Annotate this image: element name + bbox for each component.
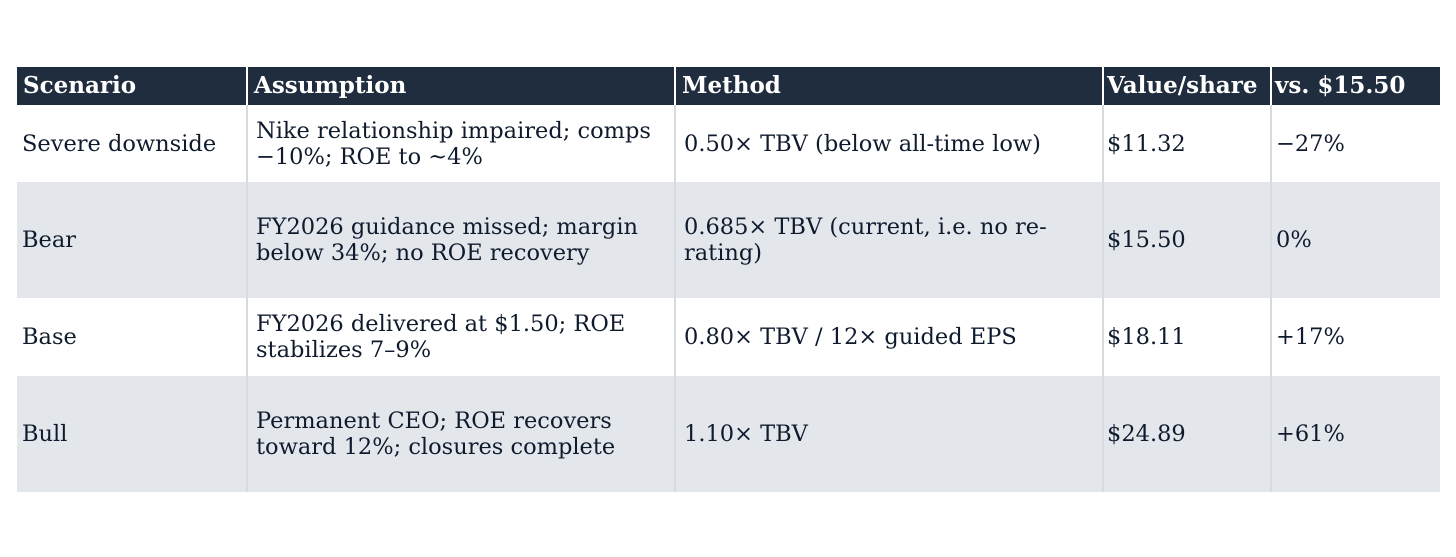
cell-value-per-share: $15.50 (1102, 182, 1271, 298)
cell-assumption: Nike relationship impaired; comps −10%; … (246, 105, 675, 182)
cell-assumption: Permanent CEO; ROE recovers toward 12%; … (246, 376, 675, 492)
cell-method: 0.685× TBV (current, i.e. no re-rating) (674, 182, 1103, 298)
cell-vs-price: +61% (1270, 376, 1440, 492)
table-row: Bear FY2026 guidance missed; margin belo… (17, 182, 1440, 298)
table-body: Severe downside Nike relationship impair… (17, 105, 1440, 492)
cell-vs-price: −27% (1270, 105, 1440, 182)
header-method: Method (674, 65, 1103, 105)
table-header: Scenario Assumption Method Value/share v… (17, 65, 1440, 105)
cell-assumption: FY2026 guidance missed; margin below 34%… (246, 182, 675, 298)
cell-scenario: Base (17, 298, 247, 376)
cell-value-per-share: $18.11 (1102, 298, 1271, 376)
header-vs-price: vs. $15.50 (1270, 65, 1440, 105)
table-row: Severe downside Nike relationship impair… (17, 105, 1440, 182)
cell-value-per-share: $11.32 (1102, 105, 1271, 182)
cell-scenario: Severe downside (17, 105, 247, 182)
scenario-valuation-table: Scenario Assumption Method Value/share v… (17, 65, 1440, 492)
header-assumption: Assumption (246, 65, 675, 105)
cell-method: 1.10× TBV (674, 376, 1103, 492)
cell-scenario: Bear (17, 182, 247, 298)
header-scenario: Scenario (17, 65, 247, 105)
cell-vs-price: +17% (1270, 298, 1440, 376)
cell-assumption: FY2026 delivered at $1.50; ROE stabilize… (246, 298, 675, 376)
scenario-valuation-table-container: Scenario Assumption Method Value/share v… (17, 65, 1440, 492)
cell-value-per-share: $24.89 (1102, 376, 1271, 492)
table-row: Base FY2026 delivered at $1.50; ROE stab… (17, 298, 1440, 376)
cell-method: 0.80× TBV / 12× guided EPS (674, 298, 1103, 376)
cell-vs-price: 0% (1270, 182, 1440, 298)
cell-scenario: Bull (17, 376, 247, 492)
table-row: Bull Permanent CEO; ROE recovers toward … (17, 376, 1440, 492)
cell-method: 0.50× TBV (below all-time low) (674, 105, 1103, 182)
header-row: Scenario Assumption Method Value/share v… (17, 65, 1440, 105)
header-value-per-share: Value/share (1102, 65, 1271, 105)
